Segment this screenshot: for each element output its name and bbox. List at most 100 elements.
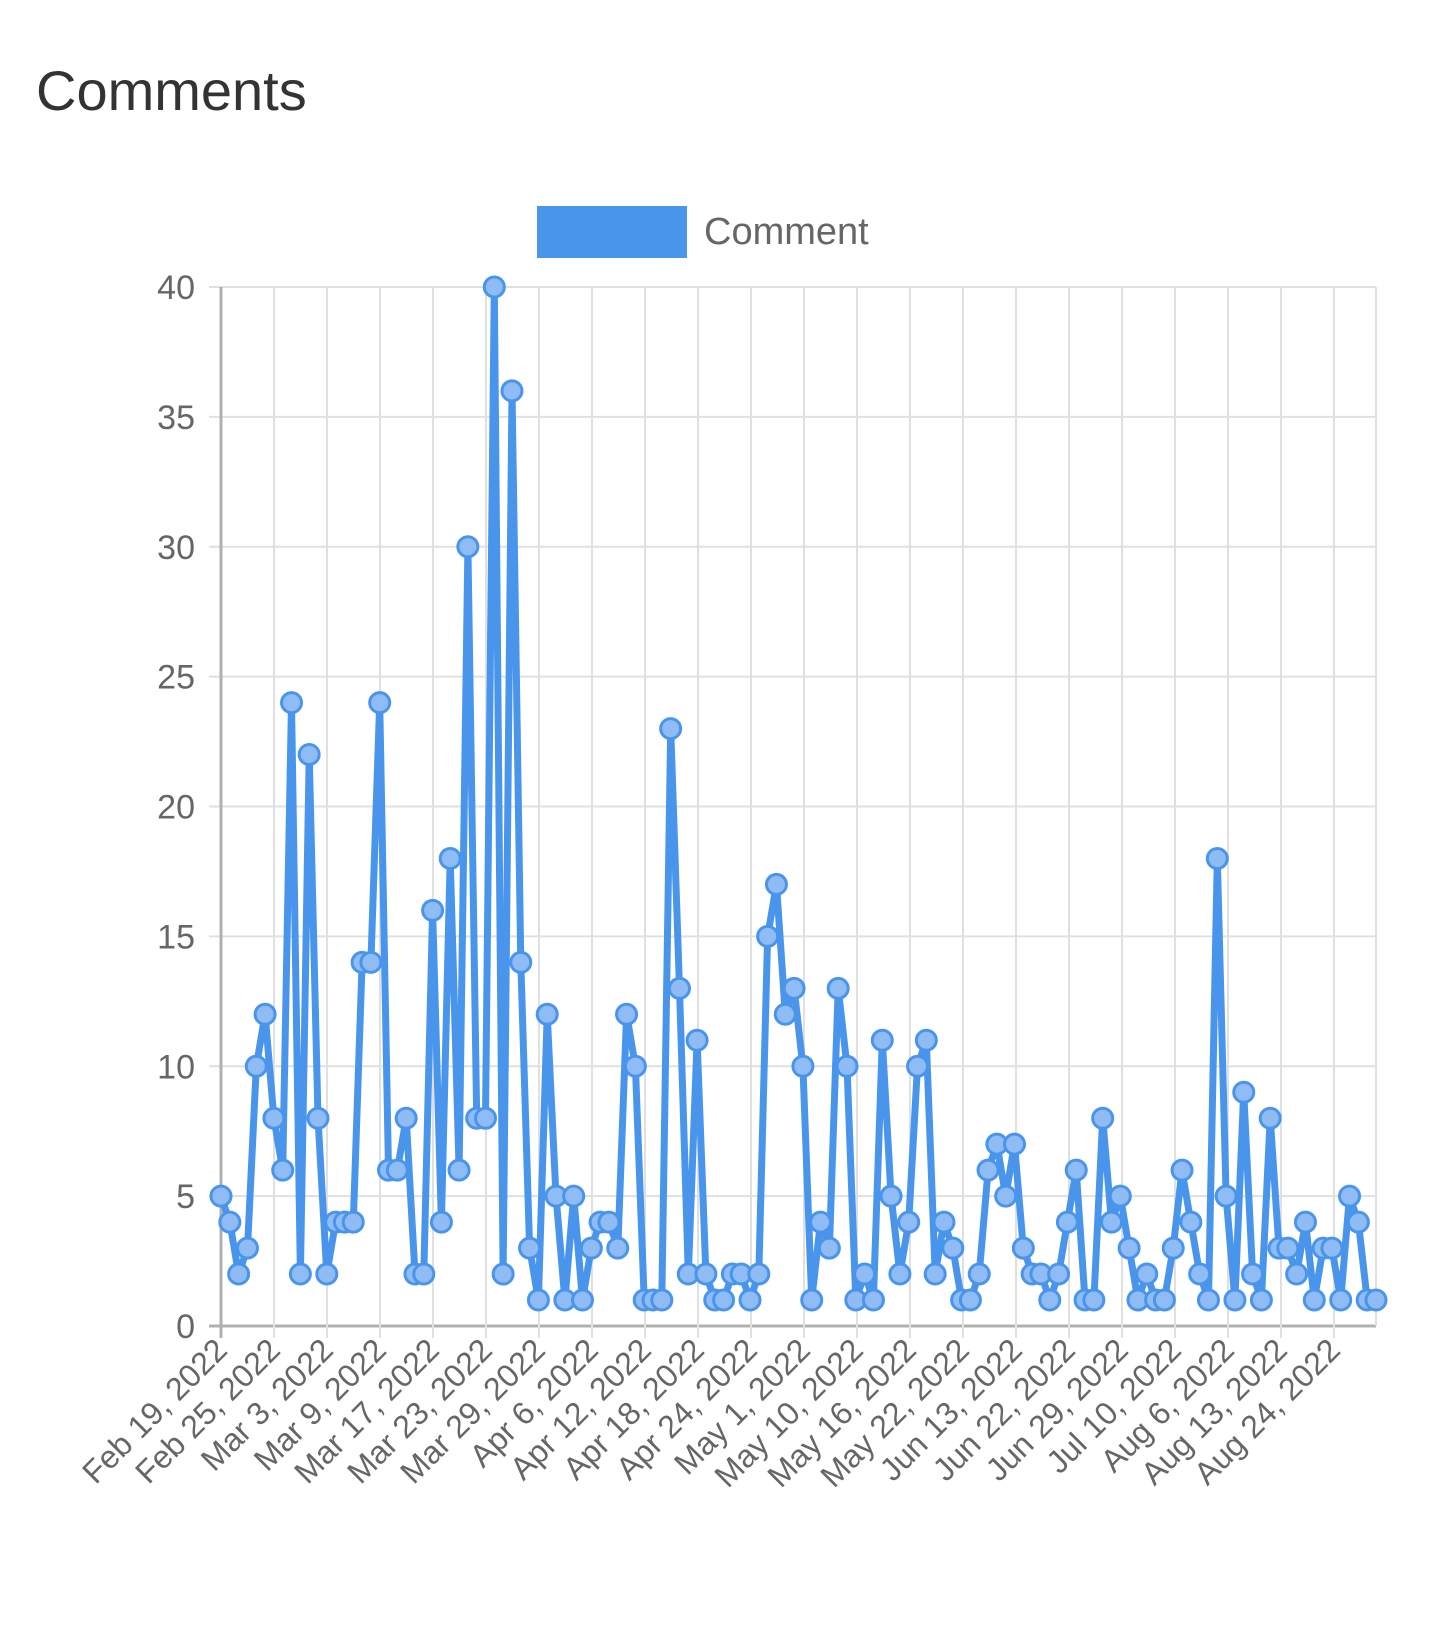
y-tick-label: 5 <box>176 1178 195 1216</box>
data-point <box>509 950 533 974</box>
data-point <box>756 924 780 948</box>
data-point <box>694 1262 718 1286</box>
y-tick-label: 25 <box>157 659 195 697</box>
data-point <box>1082 1288 1106 1312</box>
data-point <box>235 1236 259 1260</box>
data-point <box>1276 1236 1300 1260</box>
data-point <box>1205 846 1229 870</box>
data-point <box>447 1158 471 1182</box>
data-point <box>1170 1158 1194 1182</box>
data-point <box>271 1158 295 1182</box>
data-point <box>412 1262 436 1286</box>
data-point <box>897 1210 921 1234</box>
data-point <box>1346 1210 1370 1234</box>
data-point <box>597 1210 621 1234</box>
data-point <box>1338 1184 1362 1208</box>
data-point <box>482 275 506 299</box>
data-point <box>623 1054 647 1078</box>
data-point <box>738 1288 762 1312</box>
data-point <box>1232 1080 1256 1104</box>
data-point <box>932 1210 956 1234</box>
data-point <box>606 1236 630 1260</box>
y-tick-label: 10 <box>157 1048 195 1086</box>
y-tick-label: 35 <box>157 399 195 437</box>
data-point <box>421 898 445 922</box>
data-point <box>1241 1262 1265 1286</box>
data-point <box>227 1262 251 1286</box>
data-point <box>861 1288 885 1312</box>
data-point <box>1091 1106 1115 1130</box>
data-point <box>359 950 383 974</box>
data-point <box>1038 1288 1062 1312</box>
data-point <box>747 1262 771 1286</box>
data-point <box>870 1028 894 1052</box>
data-point <box>1320 1236 1344 1260</box>
data-point <box>474 1106 498 1130</box>
data-point <box>1003 1132 1027 1156</box>
data-point <box>1329 1288 1353 1312</box>
data-point <box>385 1158 409 1182</box>
data-point <box>288 1262 312 1286</box>
y-tick-label: 15 <box>157 918 195 956</box>
data-point <box>1064 1158 1088 1182</box>
data-point <box>958 1288 982 1312</box>
data-point <box>685 1028 709 1052</box>
data-point <box>817 1236 841 1260</box>
data-point <box>994 1184 1018 1208</box>
data-point <box>438 846 462 870</box>
data-point <box>500 379 524 403</box>
data-point <box>341 1210 365 1234</box>
data-point <box>782 976 806 1000</box>
data-point <box>853 1262 877 1286</box>
legend: Comment <box>537 206 869 258</box>
data-point <box>253 1002 277 1026</box>
data-point <box>368 691 392 715</box>
data-point <box>615 1002 639 1026</box>
data-point <box>1152 1288 1176 1312</box>
data-point <box>218 1210 242 1234</box>
data-point <box>491 1262 515 1286</box>
data-point <box>209 1184 233 1208</box>
data-point <box>976 1158 1000 1182</box>
data-point <box>1055 1210 1079 1234</box>
data-point <box>1179 1210 1203 1234</box>
legend-swatch <box>537 206 687 258</box>
data-point <box>1188 1262 1212 1286</box>
data-point <box>1302 1288 1326 1312</box>
data-point <box>1196 1288 1220 1312</box>
data-point <box>456 535 480 559</box>
data-point <box>906 1054 930 1078</box>
data-point <box>1258 1106 1282 1130</box>
data-point <box>941 1236 965 1260</box>
data-point <box>826 976 850 1000</box>
data-points <box>209 275 1388 1312</box>
y-tick-label: 40 <box>157 269 195 307</box>
data-point <box>800 1288 824 1312</box>
data-point <box>1099 1210 1123 1234</box>
data-point <box>579 1236 603 1260</box>
data-point <box>1161 1236 1185 1260</box>
data-point <box>809 1210 833 1234</box>
data-point <box>280 691 304 715</box>
y-tick-label: 0 <box>176 1308 195 1346</box>
data-point <box>650 1288 674 1312</box>
y-tick-label: 20 <box>157 789 195 827</box>
data-point <box>1214 1184 1238 1208</box>
data-point <box>659 717 683 741</box>
data-point <box>773 1002 797 1026</box>
data-point <box>535 1002 559 1026</box>
data-point <box>967 1262 991 1286</box>
y-tick-label: 30 <box>157 529 195 567</box>
data-point <box>394 1106 418 1130</box>
data-point <box>570 1288 594 1312</box>
data-point <box>1223 1288 1247 1312</box>
data-point <box>1047 1262 1071 1286</box>
data-point <box>1285 1262 1309 1286</box>
data-point <box>923 1262 947 1286</box>
data-point <box>306 1106 330 1130</box>
data-point <box>562 1184 586 1208</box>
data-point <box>1108 1184 1132 1208</box>
data-point <box>1117 1236 1141 1260</box>
data-point <box>1364 1288 1388 1312</box>
